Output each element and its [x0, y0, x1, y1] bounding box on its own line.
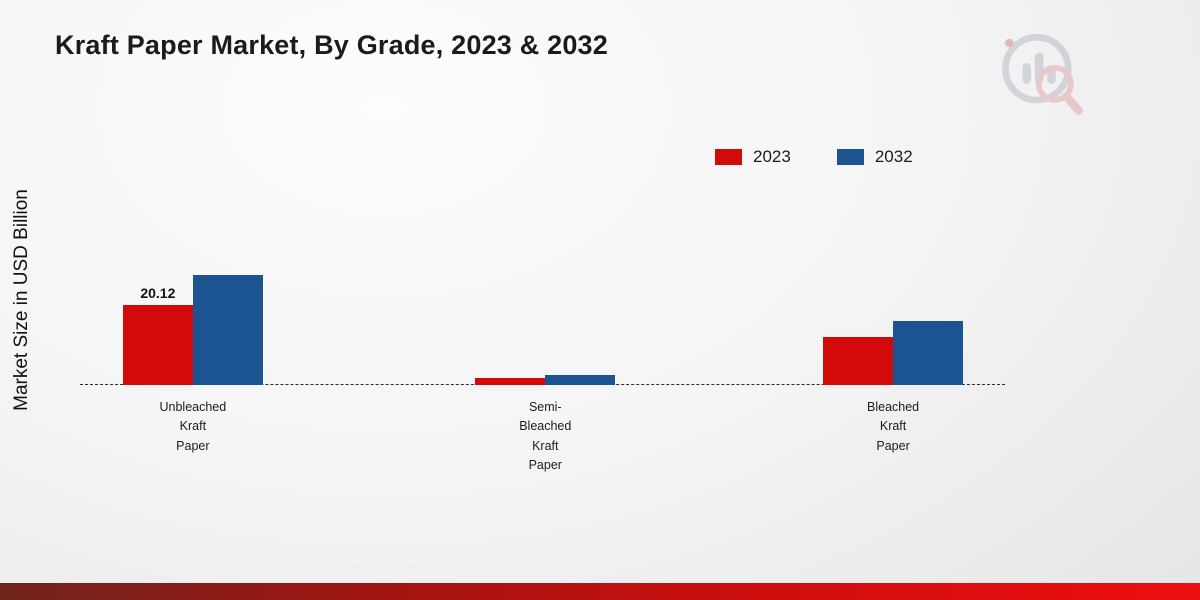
bottom-accent-bar [0, 583, 1200, 600]
bar-semi-bleached-kraft-paper-2023 [475, 377, 546, 385]
category-label: Unbleached Kraft Paper [159, 400, 227, 453]
legend-swatch-2023-icon [715, 149, 742, 165]
bar-unbleached-kraft-paper-2032 [192, 275, 263, 385]
bar-semi-bleached-kraft-paper-2032 [545, 375, 616, 385]
legend-swatch-2032-icon [836, 149, 864, 165]
legend-item-2032: 2032 [836, 147, 913, 167]
chart-title: Kraft Paper Market, By Grade, 2023 & 203… [55, 30, 608, 60]
legend-label-2032: 2032 [874, 147, 913, 166]
bar-value-label: 20.12 [140, 284, 176, 301]
legend-item-2023: 2023 [715, 147, 791, 167]
category-label: Semi-Bleached Kraft Paper [519, 400, 572, 473]
brand-logo-watermark-icon [995, 26, 1090, 118]
legend: 2023 2032 [715, 147, 913, 167]
bar-bleached-kraft-paper-2023 [823, 336, 894, 385]
y-axis-label: Market Size in USD Billion [11, 189, 32, 411]
bar-group-3: Bleached Kraft Paper [823, 320, 964, 453]
bar-bleached-kraft-paper-2032 [893, 320, 964, 385]
plot-area: 20.12 Unbleached Kraft Paper Semi-Bleached… [80, 265, 1005, 472]
category-label: Bleached Kraft Paper [867, 400, 920, 453]
bar-group-1: 20.12 Unbleached Kraft Paper [122, 275, 263, 453]
bar-unbleached-kraft-paper-2023: 20.12 [122, 285, 193, 385]
legend-label-2023: 2023 [753, 147, 791, 166]
bar-group-2: Semi-Bleached Kraft Paper [475, 375, 616, 472]
